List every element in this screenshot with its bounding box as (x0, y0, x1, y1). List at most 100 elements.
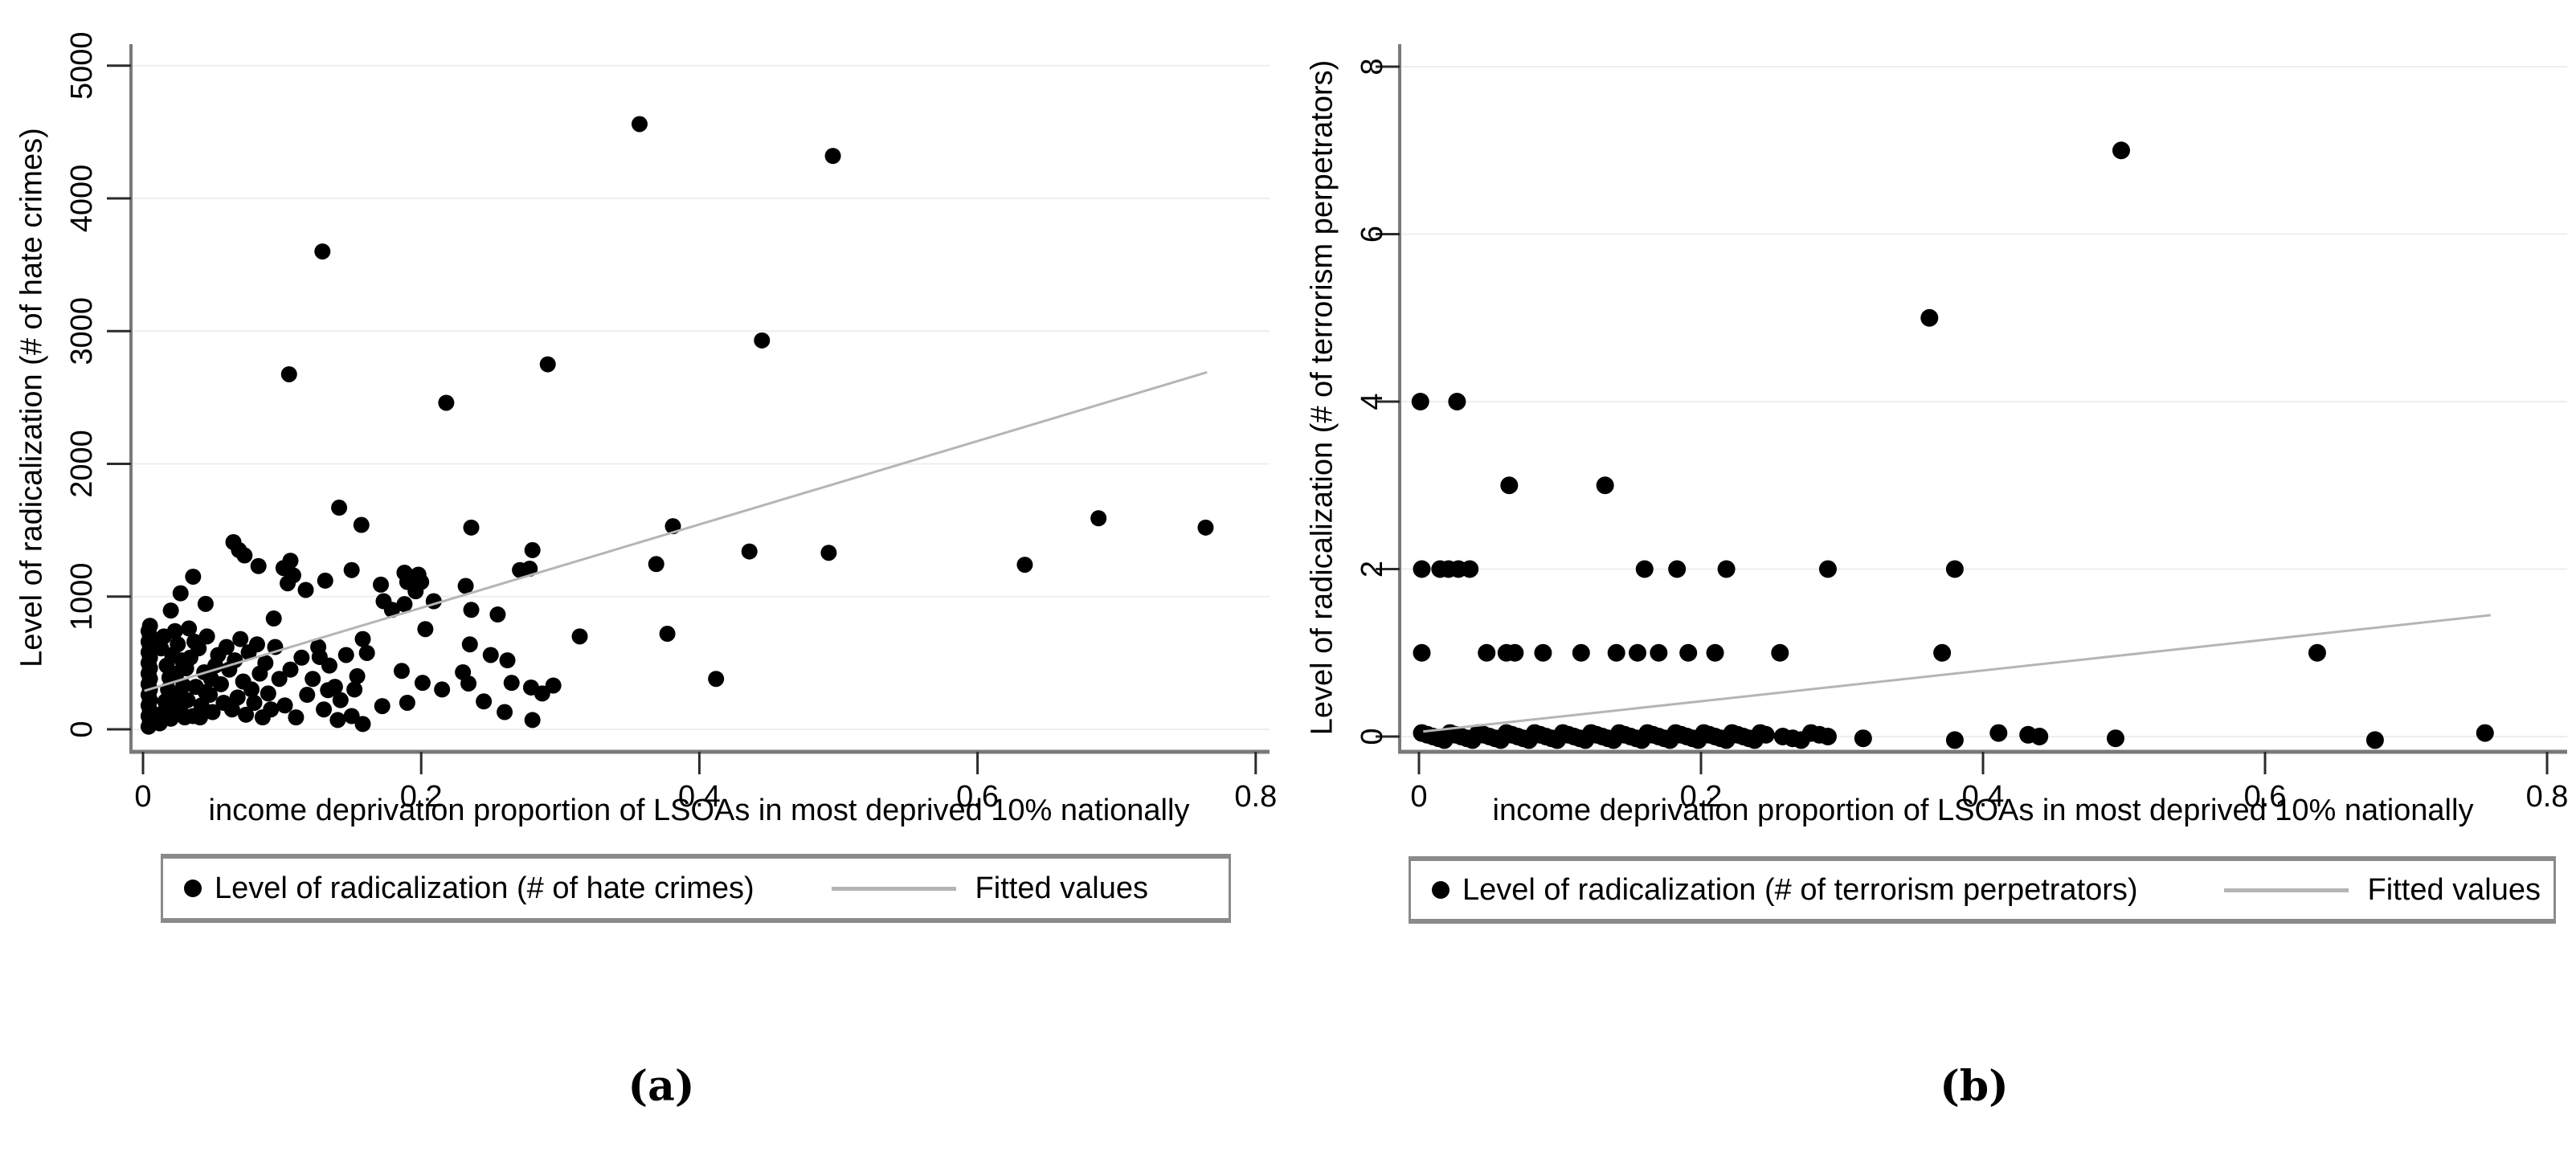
data-point (1989, 724, 2008, 742)
y-tick-label: 2 (1355, 561, 1389, 578)
data-point (299, 687, 316, 704)
data-point (824, 148, 841, 165)
y-axis-title-a: Level of radicalization (# of hate crime… (14, 128, 49, 667)
data-point (1090, 510, 1107, 527)
legend-fit-label: Fitted values (2367, 872, 2541, 907)
data-point (202, 671, 219, 688)
data-point (331, 500, 348, 516)
data-point (275, 560, 292, 577)
x-tick-label: 0.8 (1234, 780, 1277, 814)
x-axis-title-a: income deprivation proportion of LSOAs i… (208, 794, 1190, 827)
y-tick-label: 1000 (65, 562, 99, 631)
x-tick-label: 0.4 (1962, 780, 2005, 814)
data-point (708, 671, 725, 688)
data-point (438, 394, 455, 411)
data-point (1717, 560, 1736, 578)
fitted-line-sample (831, 886, 956, 891)
data-point (1478, 643, 1496, 662)
data-point (1448, 393, 1466, 410)
data-point (2106, 729, 2124, 748)
data-point (310, 639, 327, 655)
data-point (414, 675, 431, 692)
x-tick-label: 0.2 (1680, 780, 1723, 814)
data-point (343, 708, 360, 724)
data-point (461, 636, 478, 653)
data-point (337, 647, 354, 663)
data-point (1756, 725, 1775, 744)
data-point (2030, 728, 2049, 745)
series-marker-dot (184, 880, 202, 897)
data-point (524, 712, 541, 729)
data-point (197, 684, 214, 700)
data-point (2476, 724, 2494, 742)
data-point (2365, 731, 2384, 749)
data-point (204, 704, 221, 720)
data-point (1572, 643, 1590, 662)
data-point (1679, 643, 1698, 662)
fitted-line-sample (2223, 888, 2349, 892)
data-point (288, 709, 305, 726)
data-point (276, 697, 293, 714)
data-point (181, 620, 198, 637)
data-point (1945, 731, 1964, 749)
caption-a: (a) (628, 1062, 695, 1111)
data-point (1818, 560, 1837, 578)
legend-b: Level of radicalization (# of terrorism … (1409, 856, 2556, 924)
data-point (354, 631, 371, 647)
data-point (1016, 557, 1033, 573)
data-point (457, 578, 474, 594)
fitted-line (1423, 614, 2491, 733)
x-tick-label: 0.8 (2526, 780, 2569, 814)
data-point (820, 545, 837, 561)
data-point (434, 681, 451, 698)
legend-series-label: Level of radicalization (# of terrorism … (1462, 872, 2138, 907)
y-tick-label: 4000 (65, 165, 99, 233)
data-point (463, 519, 480, 536)
data-point (524, 541, 541, 558)
data-point (186, 633, 203, 650)
data-point (396, 596, 413, 613)
data-point (1818, 728, 1837, 745)
data-point (198, 628, 215, 645)
data-point (346, 681, 363, 698)
x-axis-title-b: income deprivation proportion of LSOAs i… (1492, 794, 2474, 827)
data-point (741, 543, 758, 560)
data-point (243, 681, 260, 698)
y-tick-label: 2000 (65, 430, 99, 498)
data-point (297, 582, 314, 598)
data-point (571, 628, 588, 645)
data-point (521, 561, 538, 578)
legend-series-label: Level of radicalization (# of hate crime… (215, 871, 754, 905)
data-point (545, 677, 562, 694)
y-tick-label: 5000 (65, 31, 99, 100)
data-point (489, 606, 506, 623)
data-point (417, 621, 434, 638)
data-point (1197, 519, 1214, 536)
y-tick-label: 0 (1355, 728, 1389, 745)
data-point (317, 572, 333, 589)
data-point (1413, 560, 1431, 578)
data-point (1668, 560, 1687, 578)
y-tick-label: 3000 (65, 297, 99, 365)
data-point (1945, 560, 1964, 578)
data-point (282, 661, 299, 678)
x-tick-label: 0 (1410, 780, 1427, 814)
data-point (2308, 643, 2326, 662)
data-point (1461, 560, 1479, 578)
data-point (1500, 476, 1519, 495)
data-point (383, 602, 400, 618)
data-point (349, 667, 366, 684)
data-point (185, 568, 202, 585)
data-point (236, 547, 253, 564)
x-tick-label: 0 (134, 780, 151, 814)
data-point (166, 622, 183, 639)
fitted-line (144, 371, 1208, 692)
data-point (191, 709, 208, 726)
data-point (1607, 643, 1625, 662)
data-point (326, 679, 343, 696)
series-marker-dot (1432, 881, 1450, 899)
data-point (260, 685, 276, 702)
data-point (265, 610, 282, 627)
data-point (497, 704, 513, 720)
data-point (1920, 308, 1939, 327)
